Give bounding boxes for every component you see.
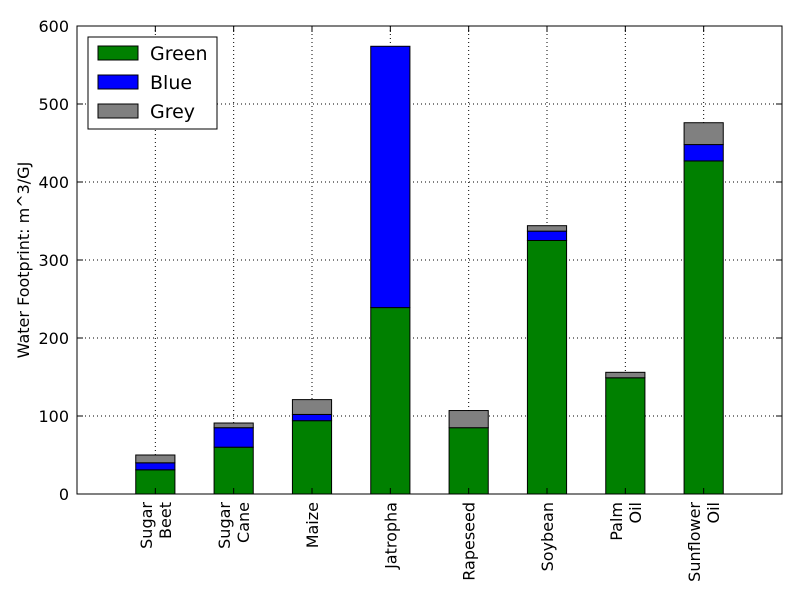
bar-grey-segment [291, 399, 333, 415]
bar-blue-segment [370, 45, 411, 309]
bar-grey-segment [683, 122, 724, 146]
bar-grey-segment [526, 225, 568, 232]
x-tick-label: Sugar Beet [137, 502, 175, 549]
x-tick-label: Sugar Cane [215, 502, 253, 549]
bar-green-segment [213, 446, 254, 495]
x-tick-label: Palm Oil [607, 502, 645, 541]
bar-green-segment [291, 420, 333, 495]
bar-blue-segment [213, 427, 254, 448]
y-tick-label: 100 [38, 407, 69, 426]
bar-blue-segment [135, 462, 176, 471]
bar-blue-segment [291, 413, 333, 422]
x-tick-label: Sunflower Oil [685, 502, 723, 582]
bar-blue-segment [683, 144, 724, 162]
x-tick-label: Rapeseed [460, 502, 479, 581]
bar-green-segment [683, 160, 724, 495]
x-tick-label-line: Sugar [215, 502, 234, 549]
bar-blue-segment [526, 230, 568, 241]
x-tick-label: Jatropha [381, 502, 400, 570]
x-tick-labels: Sugar Beet Sugar Cane Maize Jatropha Rapeseed S… [137, 502, 723, 582]
axis-ticks [77, 25, 782, 495]
legend: Green Blue Grey [87, 36, 218, 130]
bar-green-segment [526, 240, 568, 495]
x-tick-label-line: Sunflower [685, 502, 704, 582]
grid-lines [77, 26, 782, 494]
x-tick-label: Maize [303, 502, 322, 548]
bar-grey-segment [605, 371, 646, 379]
bar-grey-segment [135, 454, 176, 464]
y-tick-label: 600 [38, 17, 69, 36]
x-tick-label-line: Palm [607, 502, 626, 541]
x-tick-label-line: Beet [156, 502, 175, 539]
x-tick-label-line: Oil [704, 502, 723, 523]
bar-grey-segment [213, 422, 254, 429]
bar-green-segment [448, 427, 489, 495]
y-tick-label: 400 [38, 173, 69, 192]
x-tick-label-line: Jatropha [381, 502, 400, 570]
legend-swatch-blue [97, 74, 139, 90]
y-axis-label: Water Footprint: m^3/GJ [14, 162, 33, 359]
x-tick-label: Soybean [538, 502, 557, 571]
y-tick-labels: 0 100 200 300 400 500 600 [38, 17, 69, 504]
legend-swatch-grey [97, 103, 139, 119]
y-tick-label: 500 [38, 95, 69, 114]
y-tick-label: 200 [38, 329, 69, 348]
bar-green-segment [370, 307, 411, 495]
bar-green-segment [605, 377, 646, 495]
x-tick-label-line: Cane [234, 502, 253, 543]
legend-label-blue: Blue [150, 72, 192, 94]
y-tick-label: 0 [59, 485, 69, 504]
x-tick-label-line: Soybean [538, 502, 557, 571]
bars [135, 45, 724, 495]
legend-swatch-green [97, 45, 139, 61]
bar-grey-segment [448, 410, 489, 429]
x-tick-label-line: Rapeseed [460, 502, 479, 581]
legend-label-grey: Grey [150, 101, 195, 123]
x-tick-label-line: Oil [626, 502, 645, 523]
y-tick-label: 300 [38, 251, 69, 270]
x-tick-label-line: Maize [303, 502, 322, 548]
legend-label-green: Green [150, 43, 208, 65]
x-tick-label-line: Sugar [137, 502, 156, 549]
